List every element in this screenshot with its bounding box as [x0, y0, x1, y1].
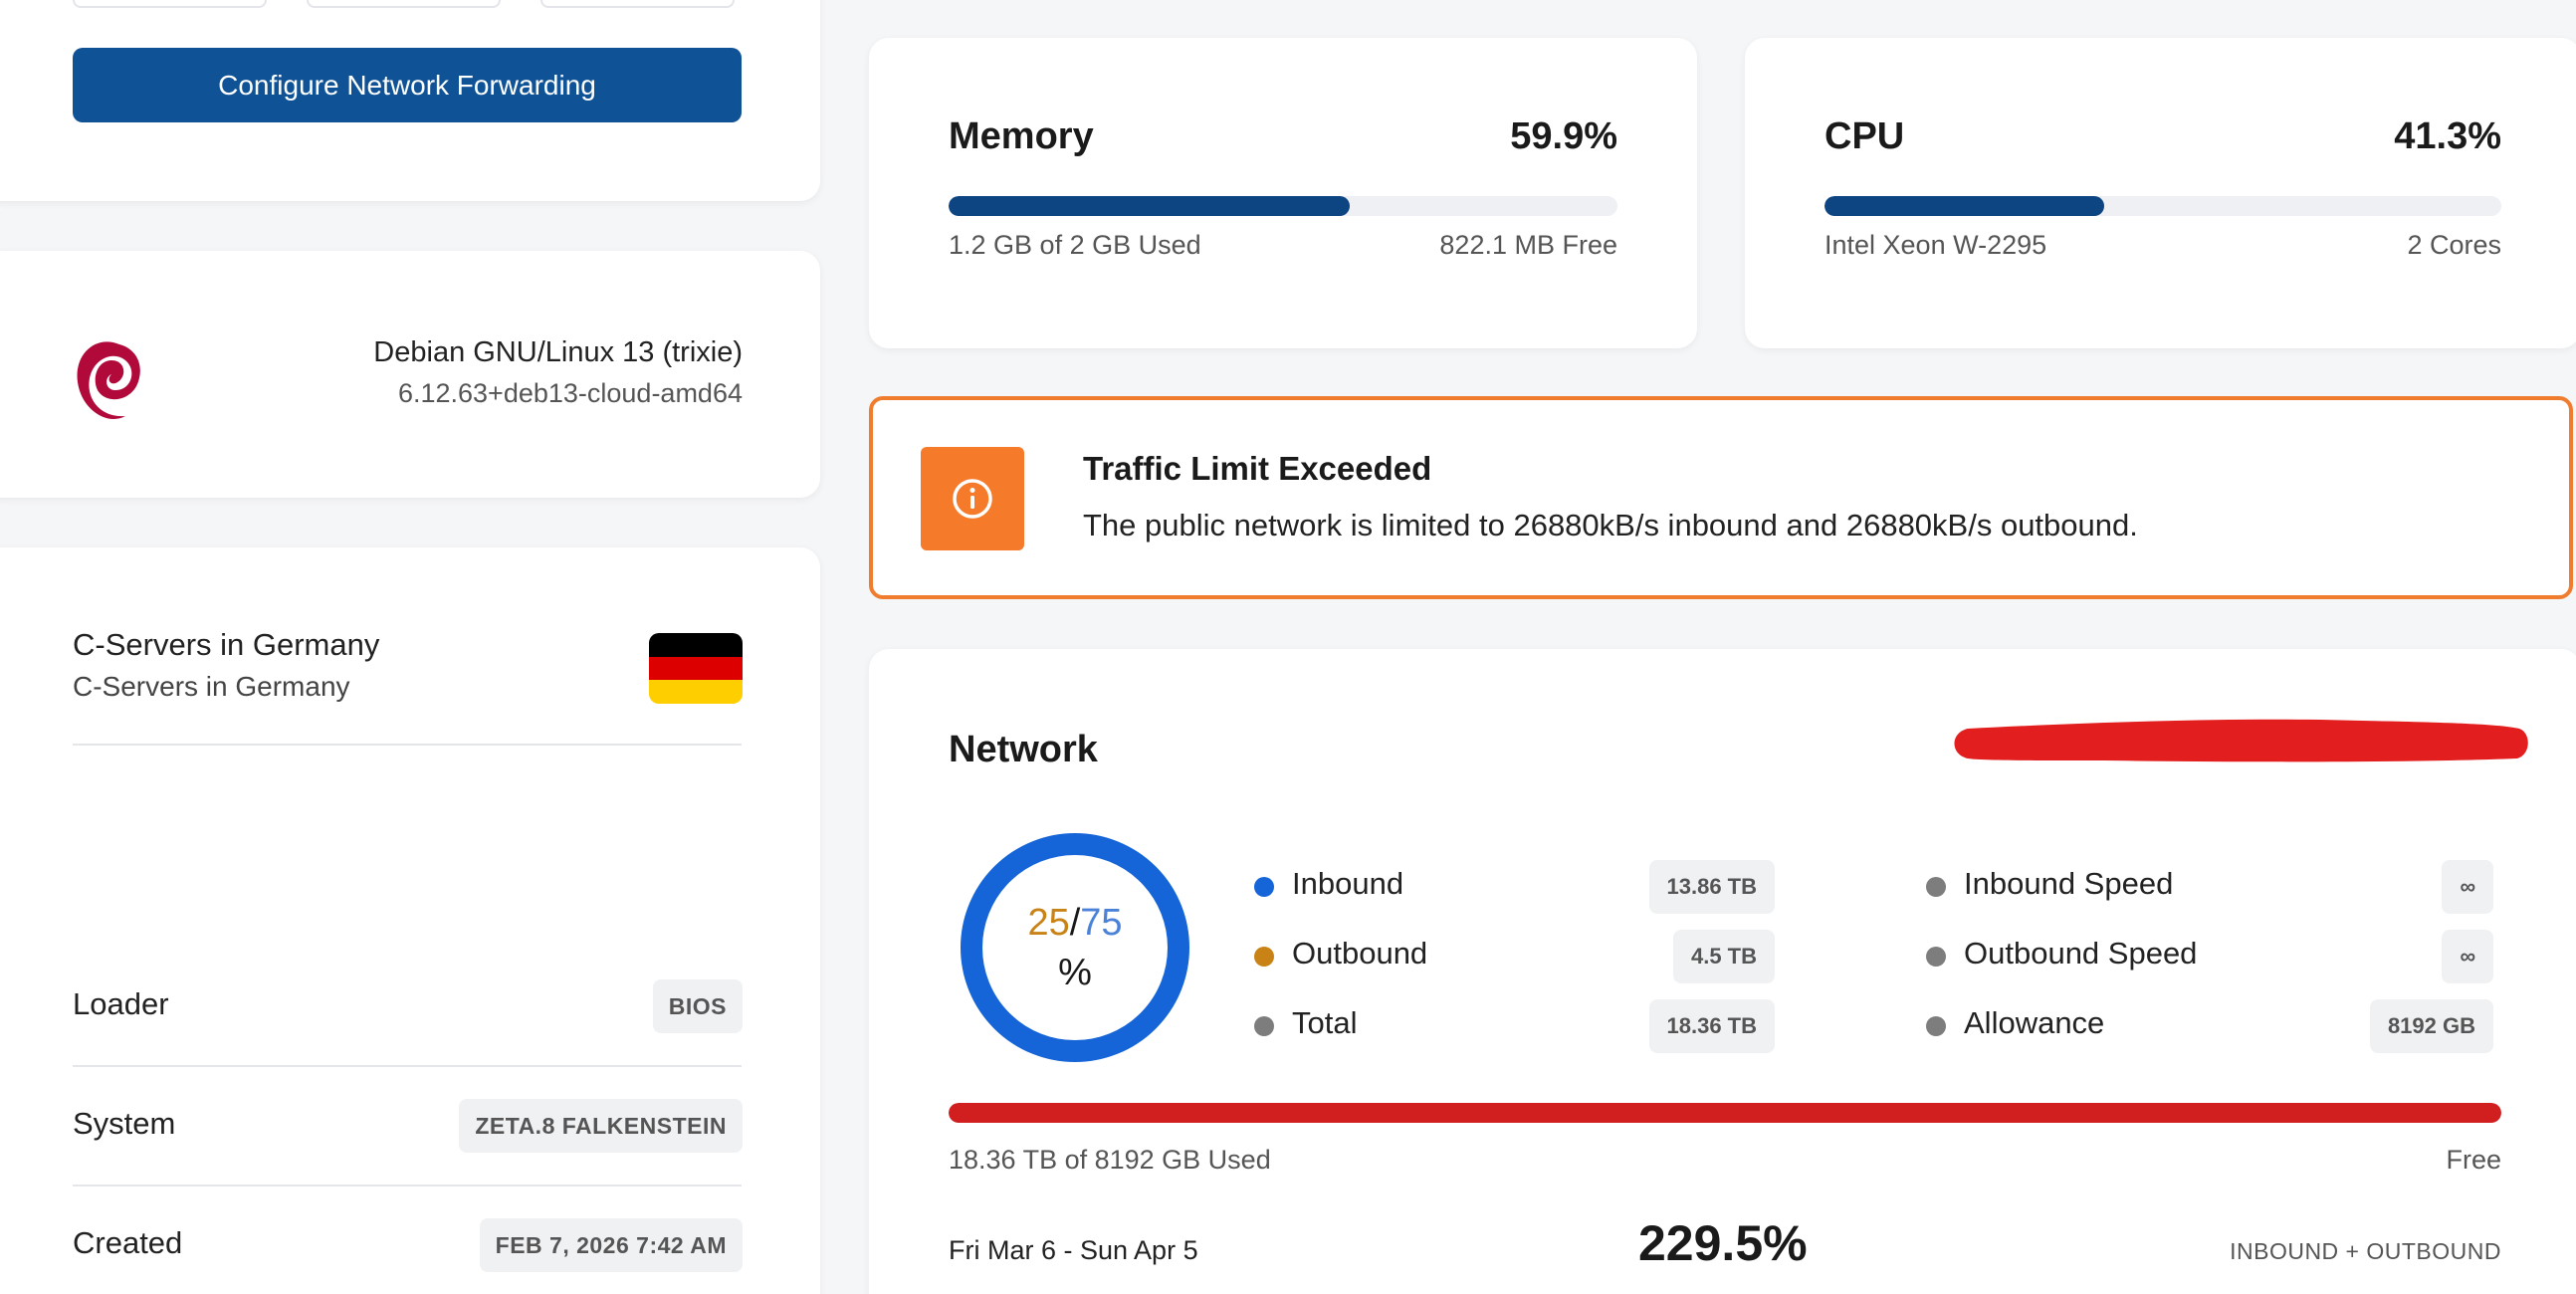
memory-bar-fill — [949, 196, 1350, 216]
billing-period: Fri Mar 6 - Sun Apr 5 — [949, 1235, 1198, 1265]
cpu-model: Intel Xeon W-2295 — [1825, 230, 2047, 260]
tab-stub — [73, 0, 267, 8]
os-name: Debian GNU/Linux 13 (trixie) — [373, 336, 743, 368]
legend-total-label: Total — [1292, 1005, 1358, 1040]
donut-outbound-pct: 25 — [1027, 902, 1070, 944]
network-title: Network — [949, 729, 1098, 770]
alert-title: Traffic Limit Exceeded — [1083, 450, 1432, 487]
legend-outbound-value: 4.5 TB — [1672, 930, 1775, 983]
detail-label-system: System — [73, 1106, 176, 1141]
forwarding-card: Configure Network Forwarding — [0, 0, 820, 201]
germany-flag-icon — [649, 633, 743, 704]
traffic-usage-bar — [949, 1103, 2501, 1123]
cpu-bar — [1825, 196, 2501, 216]
allowance-label: Allowance — [1964, 1005, 2105, 1040]
outbound-speed-label: Outbound Speed — [1964, 936, 2198, 970]
memory-free: 822.1 MB Free — [1439, 230, 1617, 260]
traffic-free: Free — [2446, 1145, 2501, 1175]
cpu-bar-fill — [1825, 196, 2104, 216]
tab-stub — [540, 0, 735, 8]
cpu-cores: 2 Cores — [2407, 230, 2501, 260]
donut-ratio: 25/75 — [956, 902, 1194, 945]
allowance-value: 8192 GB — [2369, 999, 2493, 1053]
outbound-speed-value: ∞ — [2442, 930, 2493, 983]
allowance-dot-icon — [1926, 1016, 1946, 1036]
memory-card: Memory 59.9% 1.2 GB of 2 GB Used 822.1 M… — [869, 38, 1697, 348]
outbound-speed-dot-icon — [1926, 947, 1946, 967]
inbound-dot-icon — [1254, 877, 1274, 897]
donut-separator: / — [1069, 902, 1081, 944]
debian-logo-icon — [77, 341, 140, 419]
traffic-limit-alert: Traffic Limit Exceeded The public networ… — [869, 396, 2573, 599]
alert-message: The public network is limited to 26880kB… — [1083, 508, 2138, 542]
tab-stub — [307, 0, 501, 8]
location-name: C-Servers in Germany — [73, 627, 380, 662]
info-icon — [921, 447, 1024, 550]
redaction-mark — [1954, 719, 2528, 762]
donut-inbound-segment — [961, 833, 1189, 1062]
detail-value-created: FEB 7, 2026 7:42 AM — [479, 1218, 743, 1272]
tab-stubs — [73, 0, 735, 8]
memory-used: 1.2 GB of 2 GB Used — [949, 230, 1201, 260]
donut-inbound-pct: 75 — [1080, 902, 1123, 944]
cpu-percent: 41.3% — [2394, 115, 2501, 157]
network-card: Network 25/75 % Inbound 13.86 TB Outboun… — [869, 649, 2576, 1294]
detail-value-loader: BIOS — [652, 979, 743, 1033]
detail-label-loader: Loader — [73, 986, 169, 1021]
legend-total-value: 18.36 TB — [1648, 999, 1775, 1053]
legend-inbound-label: Inbound — [1292, 866, 1404, 901]
cpu-title: CPU — [1825, 115, 1905, 157]
legend-inbound-value: 13.86 TB — [1648, 860, 1775, 914]
server-info-card: C-Servers in Germany C-Servers in German… — [0, 547, 820, 1294]
memory-percent: 59.9% — [1510, 115, 1617, 157]
divider — [73, 744, 742, 746]
detail-value-system: ZETA.8 FALKENSTEIN — [459, 1099, 743, 1153]
detail-label-created: Created — [73, 1225, 183, 1260]
os-card: Debian GNU/Linux 13 (trixie) 6.12.63+deb… — [0, 251, 820, 498]
legend-outbound-label: Outbound — [1292, 936, 1428, 970]
total-dot-icon — [1254, 1016, 1274, 1036]
memory-bar — [949, 196, 1617, 216]
cpu-card: CPU 41.3% Intel Xeon W-2295 2 Cores — [1745, 38, 2576, 348]
divider — [73, 1185, 742, 1186]
traffic-used: 18.36 TB of 8192 GB Used — [949, 1145, 1271, 1175]
traffic-donut-chart — [961, 833, 1189, 1062]
inbound-speed-label: Inbound Speed — [1964, 866, 2174, 901]
traffic-direction: INBOUND + OUTBOUND — [2230, 1238, 2501, 1264]
memory-title: Memory — [949, 115, 1094, 157]
configure-network-forwarding-button[interactable]: Configure Network Forwarding — [73, 48, 742, 122]
traffic-percent: 229.5% — [1638, 1215, 1808, 1271]
donut-unit: % — [1058, 952, 1092, 993]
os-kernel: 6.12.63+deb13-cloud-amd64 — [397, 378, 743, 408]
location-subtitle: C-Servers in Germany — [73, 671, 350, 702]
inbound-speed-value: ∞ — [2442, 860, 2493, 914]
divider — [73, 1065, 742, 1067]
outbound-dot-icon — [1254, 947, 1274, 967]
traffic-usage-bar-fill — [949, 1103, 2501, 1123]
inbound-speed-dot-icon — [1926, 877, 1946, 897]
